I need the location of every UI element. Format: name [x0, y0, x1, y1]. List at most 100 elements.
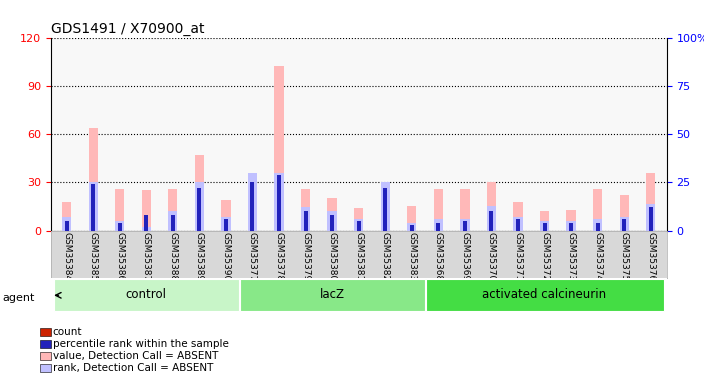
Bar	[301, 189, 310, 231]
Bar	[513, 202, 522, 231]
Bar	[330, 229, 334, 231]
Bar	[65, 229, 68, 231]
Bar	[354, 219, 363, 231]
Bar	[144, 229, 149, 231]
Bar	[460, 189, 470, 231]
Bar	[489, 211, 494, 231]
Bar	[168, 189, 177, 231]
Text: count: count	[53, 327, 82, 337]
Text: GSM35373: GSM35373	[567, 232, 576, 281]
Bar	[381, 186, 390, 231]
Bar	[513, 217, 522, 231]
Text: GSM35384: GSM35384	[62, 232, 71, 281]
Bar	[383, 229, 387, 231]
Text: GSM35370: GSM35370	[487, 232, 496, 281]
Text: GSM35381: GSM35381	[354, 232, 363, 281]
Bar	[543, 223, 546, 231]
Bar	[327, 198, 337, 231]
Bar	[436, 229, 440, 231]
Bar	[62, 217, 71, 231]
Bar	[277, 175, 281, 231]
Text: GSM35377: GSM35377	[248, 232, 257, 281]
Bar	[171, 229, 175, 231]
Bar	[197, 188, 201, 231]
Bar	[251, 229, 254, 231]
Bar	[516, 229, 520, 231]
Text: GSM35369: GSM35369	[460, 232, 470, 281]
Bar	[486, 182, 496, 231]
Bar	[142, 190, 151, 231]
Bar	[277, 229, 281, 231]
Bar	[407, 223, 417, 231]
Bar	[197, 229, 201, 231]
Text: value, Detection Call = ABSENT: value, Detection Call = ABSENT	[53, 351, 218, 361]
Bar	[383, 188, 387, 231]
Bar	[381, 182, 390, 231]
Bar	[118, 223, 122, 231]
Bar	[620, 217, 629, 231]
Bar	[115, 189, 125, 231]
Text: GSM35385: GSM35385	[89, 232, 98, 281]
Bar	[646, 172, 655, 231]
Bar	[224, 229, 228, 231]
Bar	[540, 221, 549, 231]
Bar	[622, 229, 626, 231]
Text: GSM35378: GSM35378	[275, 232, 284, 281]
Text: GSM35386: GSM35386	[115, 232, 124, 281]
Bar	[248, 179, 257, 231]
Bar	[567, 210, 576, 231]
Bar	[168, 211, 177, 231]
Bar	[144, 215, 149, 231]
Text: percentile rank within the sample: percentile rank within the sample	[53, 339, 229, 349]
Bar	[303, 211, 308, 231]
Bar	[489, 229, 494, 231]
Bar	[460, 219, 470, 231]
Bar	[224, 219, 228, 231]
Bar	[89, 182, 98, 231]
Bar	[646, 204, 655, 231]
Bar	[357, 229, 360, 231]
Bar	[516, 219, 520, 231]
Bar	[567, 221, 576, 231]
Text: GSM35383: GSM35383	[408, 232, 416, 281]
Bar	[649, 229, 653, 231]
Text: rank, Detection Call = ABSENT: rank, Detection Call = ABSENT	[53, 363, 213, 373]
Bar	[569, 229, 573, 231]
Bar	[620, 195, 629, 231]
Bar	[171, 215, 175, 231]
Bar	[543, 229, 546, 231]
Bar	[593, 189, 603, 231]
Bar	[596, 223, 600, 231]
Bar	[330, 215, 334, 231]
Text: GDS1491 / X70900_at: GDS1491 / X70900_at	[51, 22, 204, 36]
Text: GSM35371: GSM35371	[513, 232, 522, 281]
Text: agent: agent	[2, 293, 34, 303]
Text: activated calcineurin: activated calcineurin	[482, 288, 607, 301]
Bar	[275, 172, 284, 231]
Bar	[327, 211, 337, 231]
Bar	[407, 207, 417, 231]
Bar	[89, 128, 98, 231]
Bar	[251, 182, 254, 231]
Bar	[221, 217, 231, 231]
Text: GSM35374: GSM35374	[593, 232, 602, 281]
Bar	[115, 221, 125, 231]
Bar	[434, 189, 443, 231]
Bar	[301, 207, 310, 231]
Bar	[62, 202, 71, 231]
Text: GSM35375: GSM35375	[620, 232, 629, 281]
Text: control: control	[126, 288, 167, 301]
Bar	[410, 229, 414, 231]
Bar	[65, 221, 68, 231]
Bar	[118, 229, 122, 231]
Bar	[649, 207, 653, 231]
Bar	[426, 279, 663, 311]
Bar	[240, 279, 425, 311]
Bar	[275, 66, 284, 231]
Text: GSM35382: GSM35382	[381, 232, 390, 281]
Text: GSM35380: GSM35380	[327, 232, 337, 281]
Bar	[303, 229, 308, 231]
Text: GSM35387: GSM35387	[142, 232, 151, 281]
Bar	[248, 172, 257, 231]
Bar	[593, 219, 603, 231]
